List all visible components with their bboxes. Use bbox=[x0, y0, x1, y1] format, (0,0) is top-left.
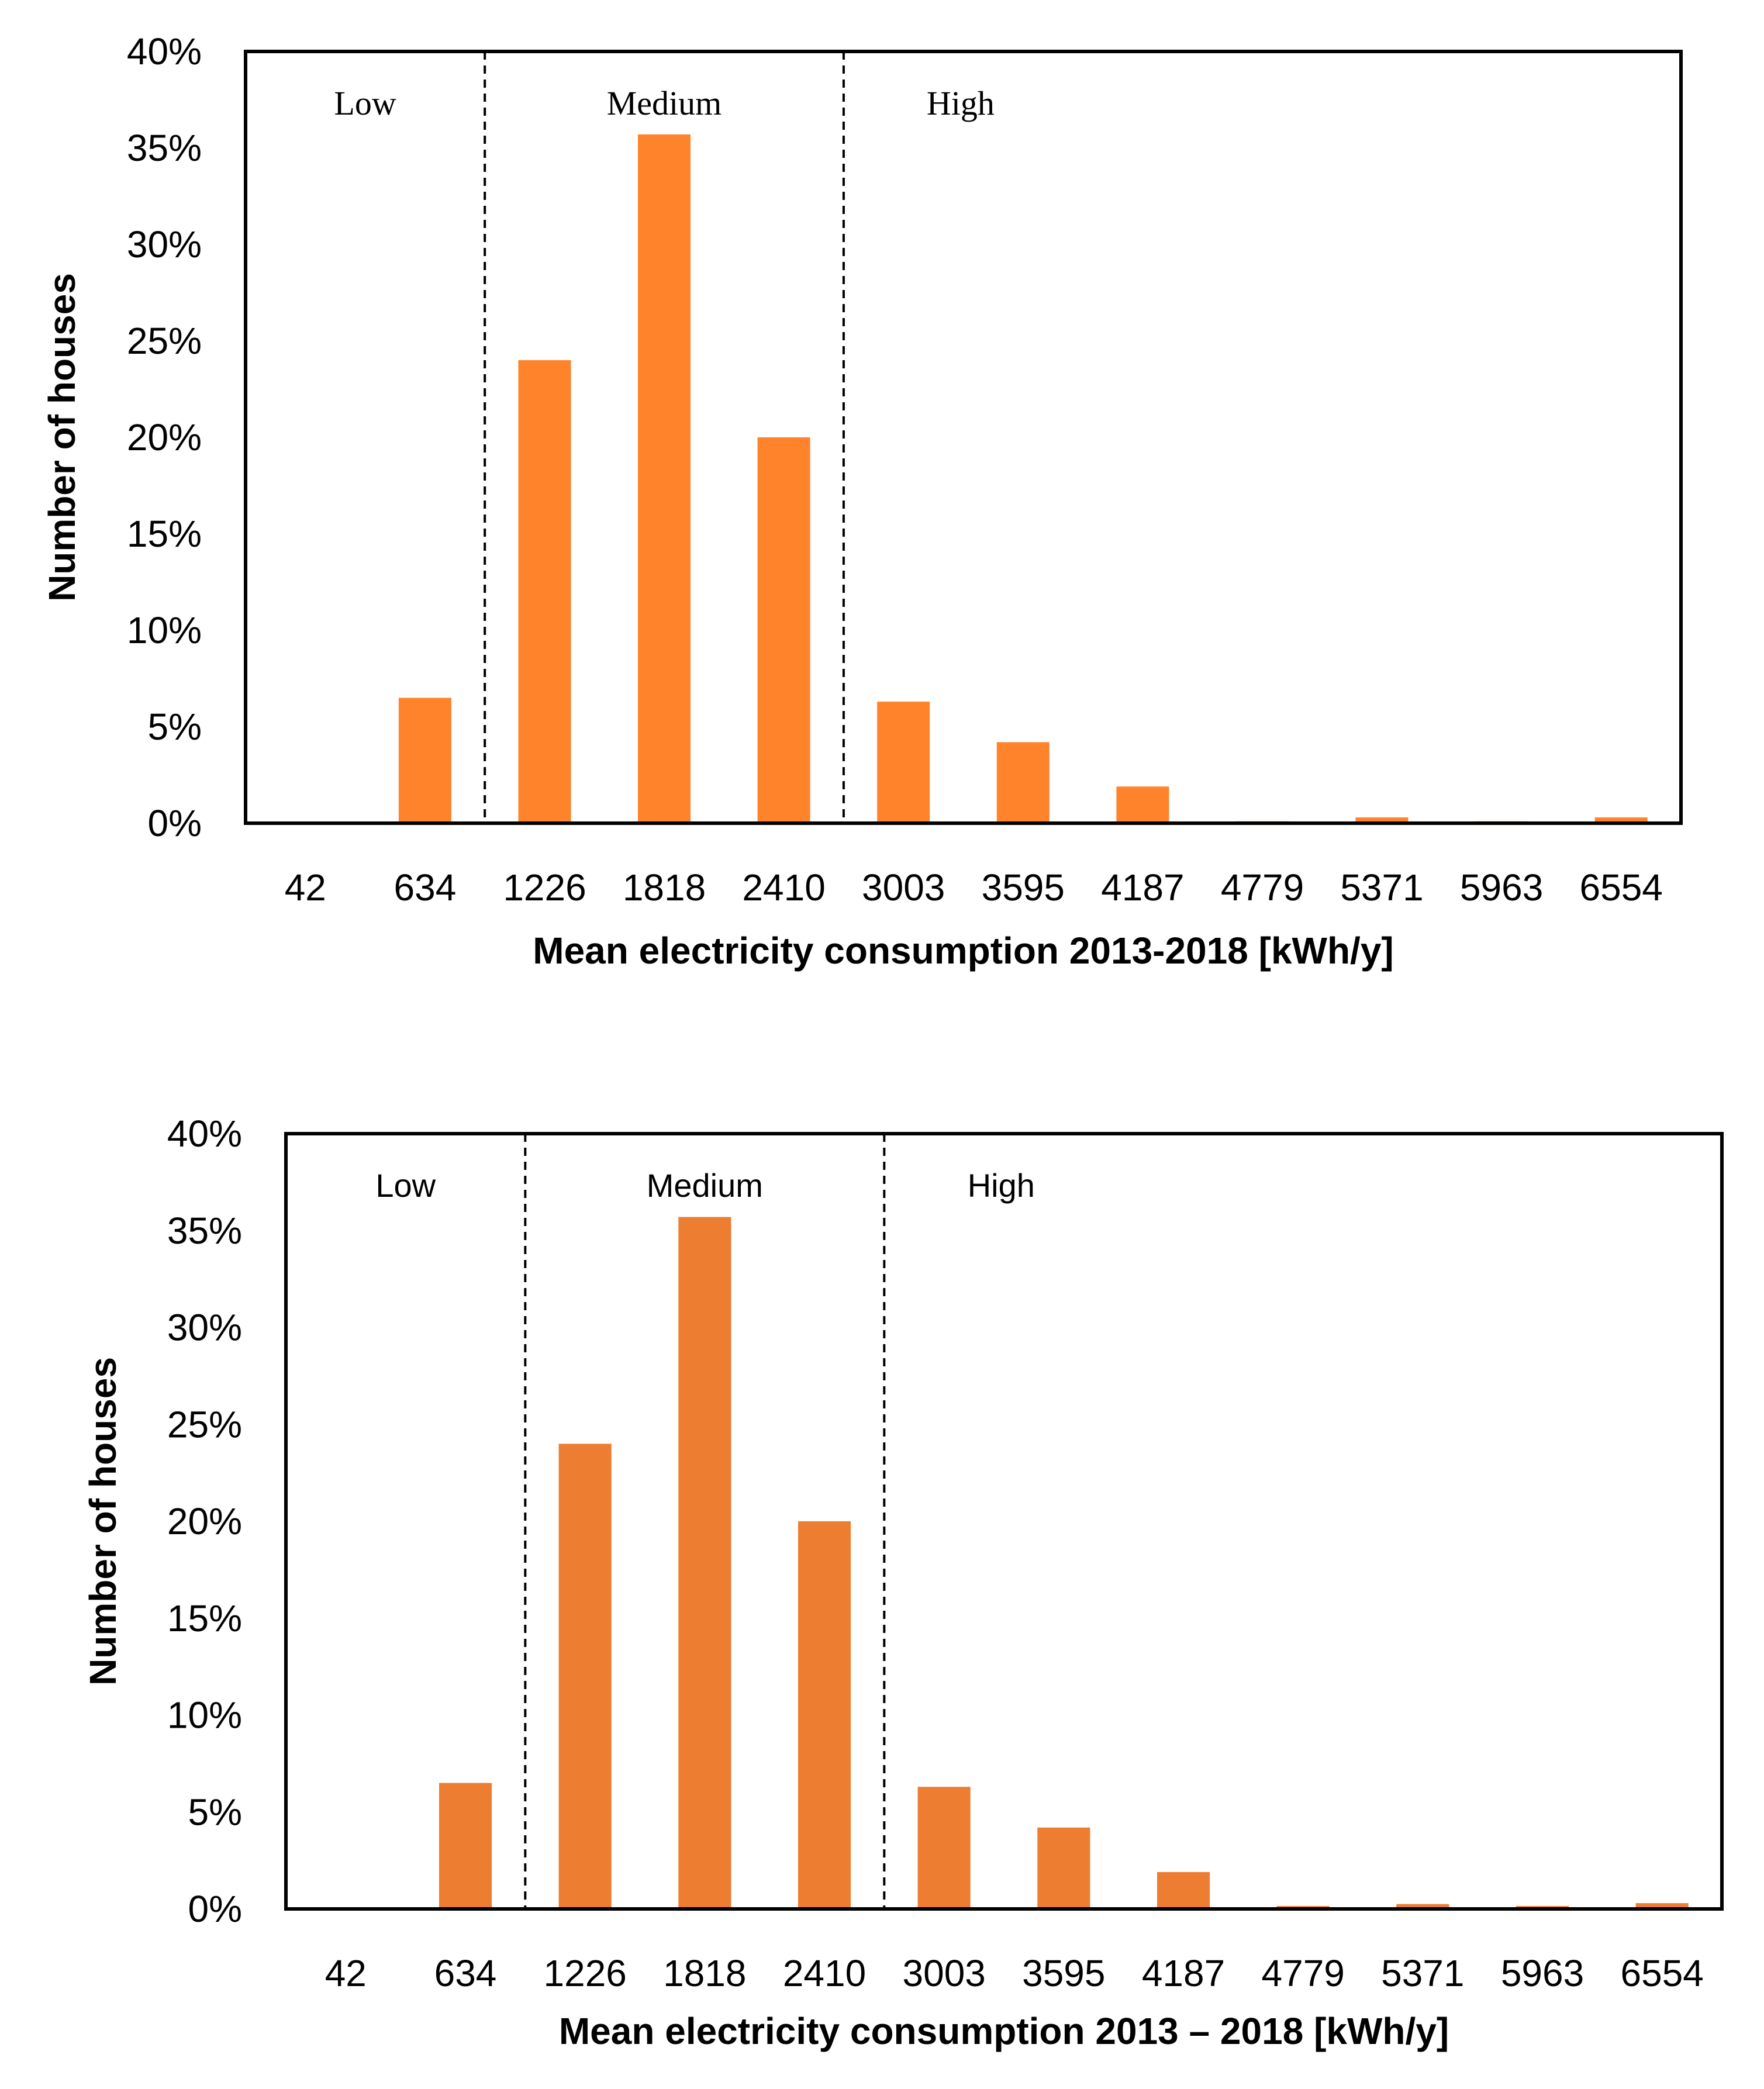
x-tick-label: 4779 bbox=[1262, 1952, 1345, 1994]
bar-6554 bbox=[1594, 817, 1648, 823]
x-tick-label: 3595 bbox=[1022, 1952, 1105, 1994]
y-tick-label: 35% bbox=[127, 127, 202, 169]
y-tick-label: 20% bbox=[127, 416, 202, 458]
x-tick-label: 42 bbox=[325, 1952, 367, 1994]
region-label-medium: Medium bbox=[647, 1167, 763, 1204]
region-label-high: High bbox=[968, 1167, 1035, 1204]
bar-1818 bbox=[678, 1217, 731, 1909]
region-label-low: Low bbox=[334, 84, 396, 122]
y-tick-label: 40% bbox=[127, 30, 202, 72]
x-tick-label: 4187 bbox=[1101, 866, 1184, 909]
bar-5371 bbox=[1355, 817, 1409, 823]
x-tick-label: 2410 bbox=[783, 1952, 866, 1994]
region-label-high: High bbox=[927, 84, 995, 122]
x-tick-label: 634 bbox=[434, 1952, 497, 1994]
x-tick-label: 4187 bbox=[1142, 1952, 1225, 1994]
x-tick-label: 6554 bbox=[1621, 1952, 1704, 1994]
x-tick-label: 3595 bbox=[982, 866, 1065, 909]
x-tick-label: 634 bbox=[394, 866, 457, 909]
plot-frame bbox=[244, 50, 1683, 825]
bar-1818 bbox=[638, 134, 691, 823]
bar-6554 bbox=[1635, 1903, 1689, 1909]
x-tick-label: 5963 bbox=[1501, 1952, 1584, 1994]
bar-3003 bbox=[877, 702, 930, 823]
bar-3595 bbox=[996, 742, 1050, 823]
y-tick-label: 25% bbox=[127, 320, 202, 362]
x-tick-label: 5371 bbox=[1381, 1952, 1464, 1994]
bar-2410 bbox=[798, 1521, 851, 1909]
bar-634 bbox=[439, 1783, 492, 1909]
bar-3595 bbox=[1037, 1827, 1090, 1909]
x-tick-label: 6554 bbox=[1580, 866, 1663, 909]
x-axis-title: Mean electricity consumption 2013-2018 [… bbox=[533, 930, 1393, 972]
y-tick-label: 10% bbox=[167, 1694, 242, 1736]
y-tick-label: 20% bbox=[167, 1500, 242, 1542]
bar-3003 bbox=[917, 1787, 971, 1909]
y-tick-label: 5% bbox=[188, 1791, 243, 1833]
x-tick-label: 2410 bbox=[742, 866, 825, 909]
chart-2: Low Medium High 0% 5% 10% 15% 20% 25% 30% 35% 40% 42… bbox=[82, 1113, 1724, 2052]
x-tick-label: 3003 bbox=[862, 866, 945, 909]
y-axis-title: Number of houses bbox=[41, 273, 83, 602]
x-tick-label: 42 bbox=[285, 866, 326, 909]
bar-5371 bbox=[1396, 1904, 1449, 1909]
y-tick-label: 0% bbox=[148, 802, 202, 844]
x-tick-label: 1818 bbox=[623, 866, 706, 909]
bar-4187 bbox=[1157, 1872, 1210, 1909]
x-tick-label: 4779 bbox=[1221, 866, 1304, 909]
x-tick-label: 5371 bbox=[1340, 866, 1423, 909]
y-tick-label: 15% bbox=[127, 513, 202, 555]
bar-634 bbox=[398, 698, 451, 823]
y-tick-label: 0% bbox=[188, 1888, 243, 1930]
y-tick-label: 15% bbox=[167, 1597, 242, 1639]
region-label-medium: Medium bbox=[607, 84, 722, 122]
y-tick-label: 10% bbox=[127, 609, 202, 651]
y-axis-title: Number of houses bbox=[82, 1357, 124, 1686]
x-axis-title: Mean electricity consumption 2013 – 2018… bbox=[559, 2010, 1449, 2052]
x-tick-label: 5963 bbox=[1460, 866, 1543, 909]
x-tick-label: 3003 bbox=[903, 1952, 986, 1994]
bar-1226 bbox=[558, 1444, 612, 1909]
x-tick-label: 1226 bbox=[503, 866, 586, 909]
y-tick-label: 30% bbox=[127, 223, 202, 265]
y-tick-label: 5% bbox=[148, 706, 202, 748]
chart-1: Low Medium High 0% 5% 10% 15% 20% 25% 30% 35% 40% 42… bbox=[41, 30, 1683, 972]
plot-frame bbox=[284, 1132, 1724, 1911]
bar-1226 bbox=[518, 360, 571, 823]
bar-2410 bbox=[757, 437, 810, 823]
y-tick-label: 30% bbox=[167, 1307, 242, 1349]
x-tick-label: 1818 bbox=[663, 1952, 746, 1994]
y-tick-label: 40% bbox=[167, 1113, 242, 1155]
y-tick-label: 25% bbox=[167, 1403, 242, 1445]
bar-4187 bbox=[1116, 786, 1169, 823]
y-tick-label: 35% bbox=[167, 1210, 242, 1252]
x-tick-label: 1226 bbox=[544, 1952, 627, 1994]
region-label-low: Low bbox=[375, 1167, 436, 1204]
